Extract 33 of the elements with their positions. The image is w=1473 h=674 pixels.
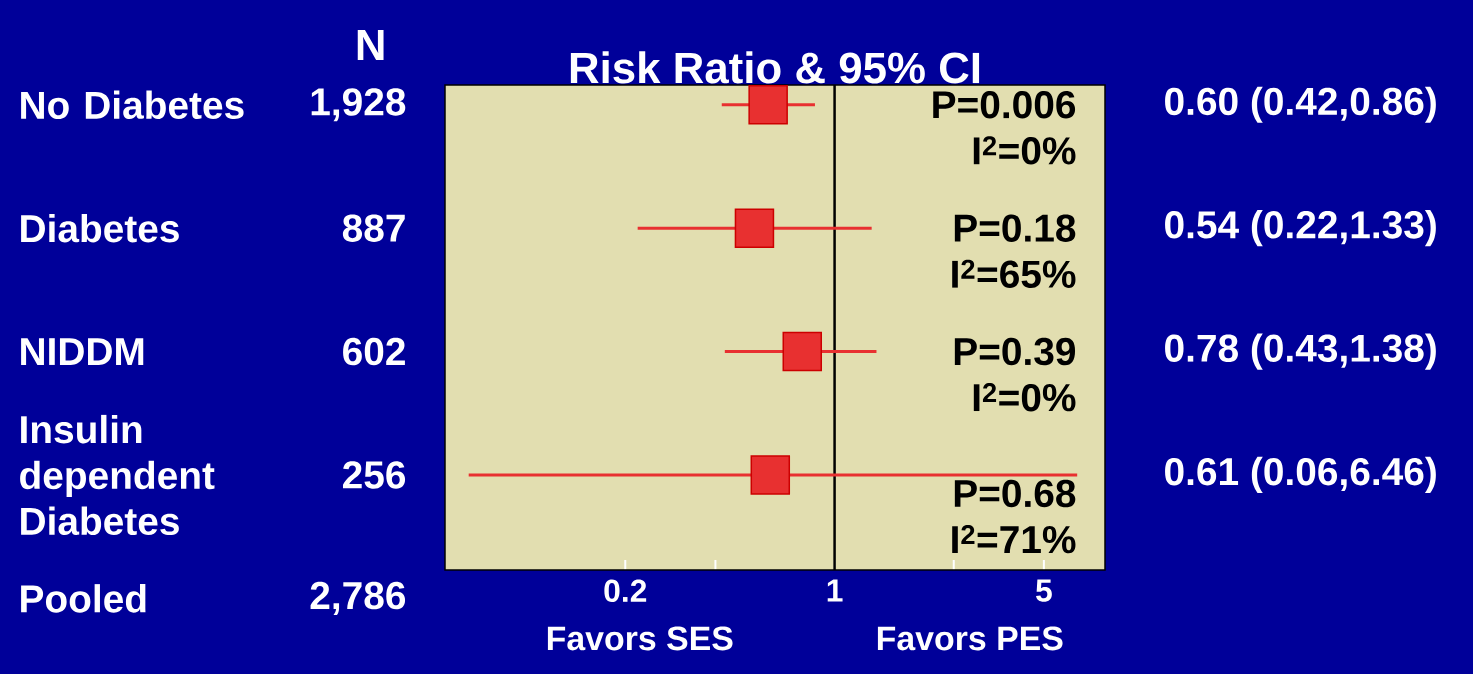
- point: [782, 331, 823, 372]
- x-tick-label: 1: [827, 579, 843, 602]
- text: 1,928: [311, 88, 406, 122]
- data-label: 0.61 (0.06,6.46): [1165, 456, 1436, 494]
- annotation: P=0.68: [954, 479, 1076, 508]
- y-tick-label: NIDDM: [21, 338, 144, 365]
- annotation: I$^{2}$=0%: [973, 136, 1076, 165]
- text: 887: [342, 214, 405, 242]
- text: 256: [342, 461, 406, 489]
- point: [748, 85, 788, 125]
- data-label: 0.54 (0.22,1.33): [1165, 210, 1436, 247]
- y-tick-label: Pooled: [21, 584, 146, 613]
- point: [734, 208, 775, 248]
- annotation: I$^{2}$=71%: [952, 525, 1076, 554]
- text: 2,786: [310, 581, 406, 615]
- annotation: P=0.39: [954, 337, 1076, 366]
- text: 602: [343, 337, 405, 366]
- text: Favors PES: [877, 626, 1063, 651]
- y-tick-label: Insulin dependent Diabetes: [20, 414, 215, 536]
- text: Favors SES: [547, 626, 733, 651]
- annotation: I$^{2}$=65%: [952, 259, 1076, 288]
- data-label: 0.78 (0.43,1.38): [1165, 333, 1436, 370]
- x-tick-label: 0.2: [604, 579, 647, 603]
- y-tick-label: Diabetes: [21, 213, 179, 243]
- annotation: I$^{2}$=0%: [973, 383, 1076, 412]
- y-tick-label: No Diabetes: [21, 90, 244, 120]
- annotation: P=0.006: [933, 90, 1076, 119]
- text: N: [357, 29, 384, 61]
- annotation: P=0.18: [954, 214, 1076, 242]
- chart-title: Risk Ratio & 95% CI: [570, 51, 980, 84]
- point: [750, 455, 791, 495]
- data-label: 0.60 (0.42,0.86): [1165, 86, 1436, 123]
- x-tick-label: 5: [1036, 579, 1052, 602]
